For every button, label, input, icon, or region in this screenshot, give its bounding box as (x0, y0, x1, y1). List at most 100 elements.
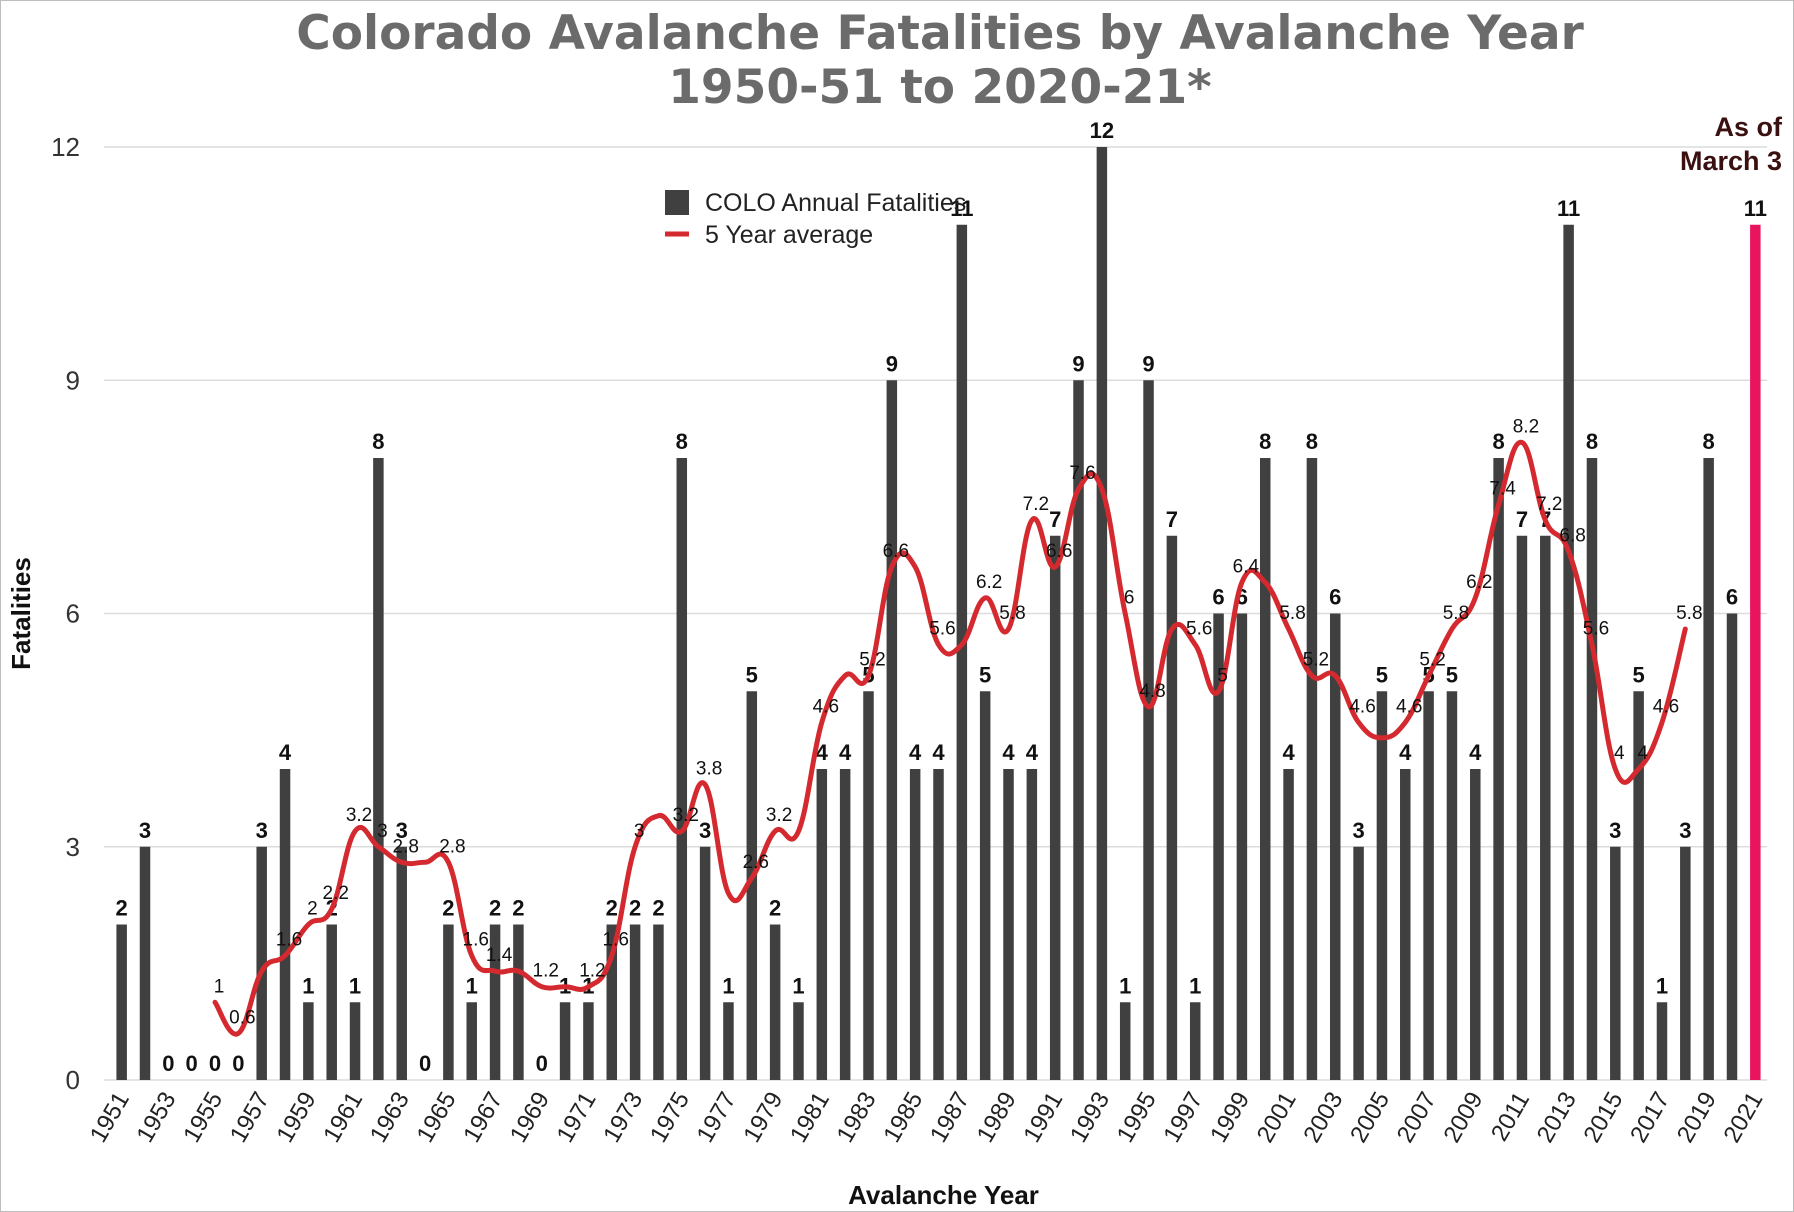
bar (1610, 846, 1621, 1080)
annotation-line-2: March 3 (1679, 146, 1782, 176)
bar-value-label: 5 (746, 662, 758, 687)
average-value-label: 5.8 (999, 603, 1025, 624)
bar-value-label: 3 (139, 818, 151, 843)
x-tick-label: 2021 (1718, 1088, 1768, 1148)
bar-value-label: 8 (1306, 429, 1318, 454)
bar (1073, 380, 1084, 1080)
x-tick-label: 1999 (1205, 1088, 1255, 1148)
bar-value-label: 4 (1026, 740, 1039, 765)
x-tick-label: 1991 (1018, 1088, 1068, 1148)
bar (1003, 769, 1014, 1080)
average-value-label: 5.8 (1676, 603, 1702, 624)
bar-value-label: 1 (349, 973, 361, 998)
average-value-label: 4 (1614, 743, 1625, 764)
bar (629, 924, 641, 1080)
bar (1423, 691, 1434, 1080)
bar (653, 924, 664, 1080)
bar (1563, 224, 1574, 1080)
bar (1213, 613, 1224, 1080)
average-value-label: 5.6 (1583, 619, 1609, 640)
x-tick-label: 1971 (552, 1088, 602, 1148)
x-tick-label: 1997 (1158, 1088, 1208, 1148)
average-value-label: 5 (1217, 665, 1228, 686)
average-value-label: 2.6 (743, 852, 769, 873)
bar-value-label: 4 (909, 740, 922, 765)
bar-value-label: 5 (979, 662, 991, 687)
bar (279, 769, 291, 1080)
x-tick-label: 1963 (365, 1088, 415, 1148)
bar-value-label: 1 (792, 973, 804, 998)
bar (1726, 613, 1738, 1080)
average-value-label: 5.8 (1443, 603, 1469, 624)
bar (583, 1002, 594, 1080)
bar (326, 924, 337, 1080)
bar (979, 691, 991, 1080)
average-value-label: 5.6 (929, 619, 955, 640)
bar-value-label: 4 (1002, 740, 1015, 765)
x-tick-label: 1957 (225, 1088, 275, 1148)
chart-title: Colorado Avalanche Fatalities by Avalanc… (296, 6, 1584, 61)
bar-value-label: 1 (302, 973, 314, 998)
bar-value-label: 3 (1352, 818, 1364, 843)
bar-value-label: 1 (722, 973, 734, 998)
bar-value-label: 3 (1679, 818, 1691, 843)
average-value-label: 1.2 (533, 961, 559, 982)
average-value-label: 2 (307, 899, 318, 920)
bar-value-label: 6 (1726, 585, 1738, 610)
average-value-label: 0.6 (229, 1007, 255, 1028)
bar-value-label: 1 (1656, 973, 1668, 998)
bar-value-label: 7 (1516, 507, 1528, 532)
legend-label-line: 5 Year average (705, 221, 873, 249)
x-tick-label: 1977 (692, 1088, 742, 1148)
bar-value-label: 11 (1744, 196, 1767, 221)
bar (839, 769, 851, 1080)
bar-value-label: 9 (1072, 351, 1084, 376)
bar-value-label: 2 (652, 896, 664, 921)
average-value-label: 7.2 (1536, 494, 1562, 515)
average-value-label: 4.6 (1349, 696, 1375, 717)
bar (116, 924, 127, 1080)
y-tick-label: 0 (66, 1065, 80, 1095)
bar (1680, 846, 1691, 1080)
bar (373, 458, 384, 1080)
bar (139, 846, 151, 1080)
annotation-note: As of March 3 (1680, 110, 1782, 178)
x-tick-label: 2007 (1392, 1088, 1442, 1148)
bar (723, 1002, 734, 1080)
y-tick-label: 6 (66, 599, 80, 629)
bar-value-label: 11 (1557, 196, 1580, 221)
bar (1306, 458, 1318, 1080)
bar (559, 1002, 571, 1080)
bar-value-label: 2 (489, 896, 501, 921)
bar-value-label: 11 (950, 196, 973, 221)
bar (1703, 458, 1714, 1080)
bar-value-label: 9 (886, 351, 898, 376)
bar-value-label: 3 (256, 818, 268, 843)
bar-value-label: 6 (1329, 585, 1341, 610)
bar (1353, 846, 1364, 1080)
bar (1586, 458, 1598, 1080)
bar (909, 769, 921, 1080)
bar (1259, 458, 1271, 1080)
average-value-label: 6.8 (1559, 525, 1585, 546)
average-value-label: 5.2 (1419, 650, 1445, 671)
bar (1119, 1002, 1131, 1080)
average-value-label: 4.6 (813, 696, 839, 717)
bar-value-label: 0 (232, 1051, 244, 1076)
bar (1516, 535, 1528, 1080)
bar (1540, 535, 1551, 1080)
bar (793, 1002, 804, 1080)
average-value-label: 4.6 (1396, 696, 1422, 717)
bar (886, 380, 898, 1080)
bar-value-label: 1 (1119, 973, 1131, 998)
bar (1049, 535, 1061, 1080)
x-tick-label: 1959 (271, 1088, 321, 1148)
bar-value-label: 5 (1376, 662, 1388, 687)
average-value-label: 3.2 (346, 805, 372, 826)
bar (676, 458, 688, 1080)
x-tick-label: 2009 (1438, 1088, 1488, 1148)
average-value-label: 7.2 (1023, 494, 1049, 515)
average-value-label: 3.2 (766, 805, 792, 826)
x-tick-label: 1955 (178, 1088, 228, 1148)
bar (513, 924, 524, 1080)
